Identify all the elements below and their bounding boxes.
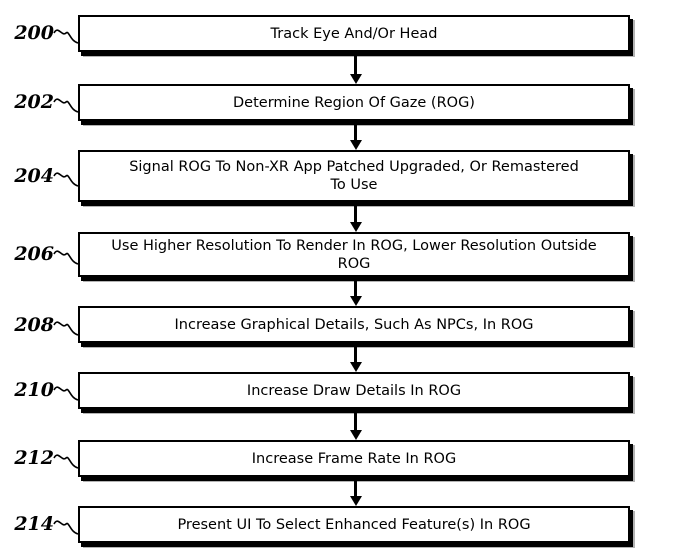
ref-connector-204 <box>53 172 79 187</box>
step-ref-200: 200 <box>14 22 54 44</box>
step-text-202: Determine Region Of Gaze (ROG) <box>233 94 475 111</box>
step-text-206: Use Higher Resolution To Render In ROG, … <box>111 237 597 272</box>
step-text-210: Increase Draw Details In ROG <box>246 382 462 399</box>
step-ref-212: 212 <box>14 447 54 469</box>
step-text-208: Increase Graphical Details, Such As NPCs… <box>174 316 534 333</box>
flow-arrow-7 <box>354 477 357 496</box>
step-box-200: Track Eye And/Or Head <box>78 15 630 52</box>
ref-connector-214 <box>53 520 79 535</box>
step-ref-206: 206 <box>14 243 54 265</box>
step-box-206: Use Higher Resolution To Render In ROG, … <box>78 232 630 277</box>
step-box-208: Increase Graphical Details, Such As NPCs… <box>78 306 630 343</box>
flow-arrow-5 <box>354 343 357 362</box>
step-box-204: Signal ROG To Non-XR App Patched Upgrade… <box>78 150 630 202</box>
ref-connector-212 <box>53 454 79 469</box>
flow-arrow-3 <box>354 202 357 222</box>
flow-arrow-4 <box>354 277 357 296</box>
step-box-214: Present UI To Select Enhanced Feature(s)… <box>78 506 630 543</box>
step-box-210: Increase Draw Details In ROG <box>78 372 630 409</box>
step-ref-214: 214 <box>14 513 54 535</box>
step-ref-204: 204 <box>14 165 54 187</box>
flow-arrow-2 <box>354 121 357 140</box>
step-box-202: Determine Region Of Gaze (ROG) <box>78 84 630 121</box>
ref-connector-206 <box>53 250 79 265</box>
step-text-214: Present UI To Select Enhanced Feature(s)… <box>177 516 531 533</box>
ref-connector-202 <box>53 98 79 113</box>
step-ref-202: 202 <box>14 91 54 113</box>
ref-connector-210 <box>53 386 79 401</box>
flow-arrow-1 <box>354 52 357 74</box>
step-text-212: Increase Frame Rate In ROG <box>251 450 457 467</box>
step-ref-208: 208 <box>14 314 54 336</box>
step-text-204: Signal ROG To Non-XR App Patched Upgrade… <box>129 159 579 193</box>
step-text-200: Track Eye And/Or Head <box>270 25 438 42</box>
ref-connector-200 <box>53 29 79 44</box>
ref-connector-208 <box>53 321 79 336</box>
step-ref-210: 210 <box>14 379 54 401</box>
step-box-212: Increase Frame Rate In ROG <box>78 440 630 477</box>
flow-arrow-6 <box>354 409 357 430</box>
